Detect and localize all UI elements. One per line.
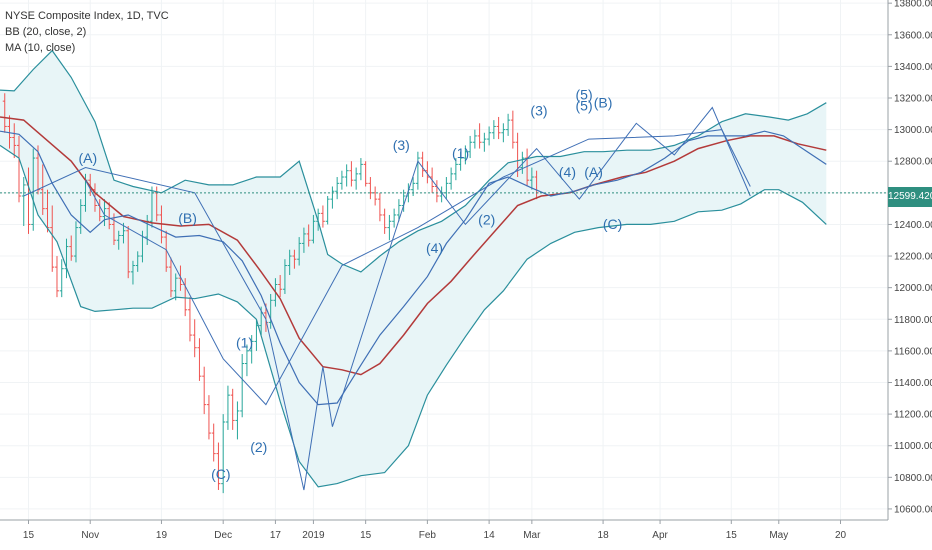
x-tick-label: 18 [598,530,610,541]
bollinger-fill [0,50,827,487]
wave-label: (C) [603,216,622,232]
wave-label: (1) [452,145,469,161]
wave-label: (B) [594,94,613,110]
y-tick-label: 13000.000 [894,125,932,136]
legend-bollinger: BB (20, close, 2) [5,26,87,38]
y-tick-label: 11600.000 [894,346,932,357]
moving-average-line [0,130,827,406]
x-tick-label: Dec [214,530,232,541]
wave-label: (4) [426,240,443,256]
y-tick-label: 10600.000 [894,504,932,515]
legend-moving-average: MA (10, close) [5,42,76,54]
y-tick-label: 13400.000 [894,62,932,73]
wave-label: (4) [559,164,576,180]
x-tick-label: 15 [23,530,35,541]
wave-label: (C) [211,466,230,482]
y-tick-label: 12200.000 [894,252,932,263]
y-tick-label: 10800.000 [894,473,932,484]
x-tick-label: 14 [484,530,496,541]
y-tick-label: 13200.000 [894,93,932,104]
wave-label: (A) [584,164,603,180]
wave-line [85,129,751,406]
y-tick-label: 11200.000 [894,410,932,421]
x-tick-label: Mar [523,530,541,541]
wave-label: (B) [178,210,197,226]
bollinger-basis [0,116,827,376]
y-tick-label: 12400.000 [894,220,932,231]
x-tick-label: Feb [419,530,437,541]
y-tick-label: 12800.000 [894,157,932,168]
wave-label: (2) [478,211,495,227]
y-tick-label: 13800.000 [894,0,932,10]
x-tick-label: Apr [652,530,668,541]
wave-label: (2) [250,439,267,455]
x-tick-label: 15 [360,530,372,541]
x-tick-label: 2019 [302,530,325,541]
wave-line [23,106,751,491]
y-tick-label: 13600.000 [894,30,932,41]
price-tag: 12599.420 [888,187,932,207]
wave-label: (1) [236,335,253,351]
chart-legend: NYSE Composite Index, 1D, TVC BB (20, cl… [5,8,169,56]
x-tick-label: 17 [270,530,282,541]
x-tick-label: 20 [835,530,847,541]
wave-label: (3) [393,137,410,153]
x-tick-label: 19 [156,530,168,541]
y-tick-label: 11800.000 [894,315,932,326]
wave-label: (5) [576,87,593,103]
x-tick-label: Nov [81,530,99,541]
x-tick-label: 15 [726,530,738,541]
y-tick-label: 11400.000 [894,378,932,389]
y-tick-label: 12000.000 [894,283,932,294]
legend-symbol: NYSE Composite Index, 1D, TVC [5,10,169,22]
wave-label: (5) [576,98,593,114]
wave-label: (3) [530,102,547,118]
x-tick-label: May [769,530,788,541]
bollinger-lower [0,144,827,488]
wave-label: (A) [79,150,98,166]
y-tick-label: 11000.000 [894,441,932,452]
